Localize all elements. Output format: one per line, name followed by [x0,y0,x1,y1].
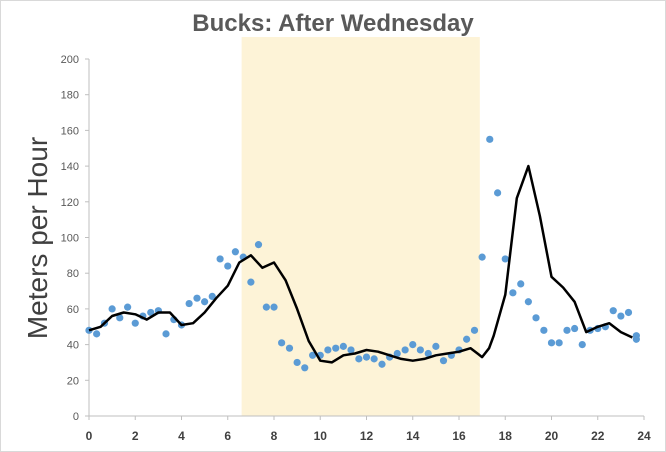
x-tick-label: 22 [591,429,605,443]
scatter-point [324,346,332,354]
scatter-point [370,355,378,363]
scatter-point [347,346,355,354]
x-tick-label: 12 [360,429,374,443]
scatter-point [362,353,371,361]
scatter-point [285,344,294,352]
scatter-point [309,351,317,359]
x-tick-label: 8 [271,429,278,443]
x-tick-label: 16 [452,429,466,443]
scatter-point [224,262,232,270]
trend-line [88,164,633,364]
scatter-point [609,307,617,315]
scatter-point [494,189,502,197]
y-tick-label: 160 [61,125,79,137]
scatter-point [571,324,579,333]
y-tick-label: 120 [61,197,79,209]
y-tick-label: 60 [67,304,79,316]
scatter-point [463,335,471,343]
scatter-point [617,312,625,320]
y-tick-label: 140 [61,161,79,173]
scatter-point [524,298,532,306]
scatter-point [555,339,563,347]
scatter-point [339,342,347,350]
x-tick-label: 0 [86,429,93,443]
trend-line-layer [88,164,633,364]
scatter-point [624,308,633,317]
scatter-point [201,298,209,306]
y-tick-label: 180 [61,90,79,102]
scatter-point [424,349,432,358]
scatter-point [332,344,340,352]
scatter-point [131,319,139,327]
scatter-point [509,289,517,297]
scatter-point [185,299,193,308]
scatter-point [393,349,401,358]
scatter-point [478,253,486,261]
scatter-point [93,330,101,338]
y-tick-label: 100 [61,233,79,245]
x-tick-label: 10 [314,429,328,443]
x-tick-label: 4 [178,429,185,443]
scatter-point [254,241,263,249]
y-tick-label: 0 [73,411,79,423]
scatter-point [416,346,424,354]
scatter-point [147,308,155,317]
scatter-point [301,364,309,372]
scatter-point [401,346,409,354]
scatter-point [162,330,170,338]
x-tick-label: 20 [545,429,559,443]
scatter-point [439,357,448,365]
y-tick-label: 40 [67,340,79,352]
y-tick-label: 20 [67,375,79,387]
scatter-point [540,326,548,334]
scatter-point [470,326,479,334]
scatter-point [278,339,286,347]
scatter-point [501,255,509,263]
chart-title: Bucks: After Wednesday [192,10,474,37]
x-tick-label: 2 [132,429,139,443]
scatter-point [116,314,124,322]
scatter-point [578,341,586,349]
y-tick-label: 80 [67,268,79,280]
scatter-point [486,135,494,143]
scatter-point [124,303,132,311]
scatter-point [355,355,363,363]
axis-layer [85,58,645,420]
scatter-point [547,339,556,347]
scatter-point [378,360,386,368]
scatter-point [262,303,270,311]
scatter-point [193,294,201,302]
scatter-point [532,314,540,322]
scatter-point [247,278,255,286]
scatter-point [409,341,417,349]
scatter-point [632,335,640,343]
scatter-point [293,358,301,367]
x-tick-label: 24 [637,429,651,443]
scatter-point [208,292,216,301]
scatter-point [216,255,224,263]
scatter-point [517,280,525,288]
scatter-point [432,342,440,350]
scatter-point [108,305,116,313]
y-tick-label: 200 [61,54,79,66]
scatter-point [231,248,239,256]
x-tick-label: 18 [499,429,513,443]
scatter-point [270,303,278,311]
x-tick-label: 14 [406,429,420,443]
scatter-point [563,326,571,334]
x-tick-label: 6 [224,429,231,443]
